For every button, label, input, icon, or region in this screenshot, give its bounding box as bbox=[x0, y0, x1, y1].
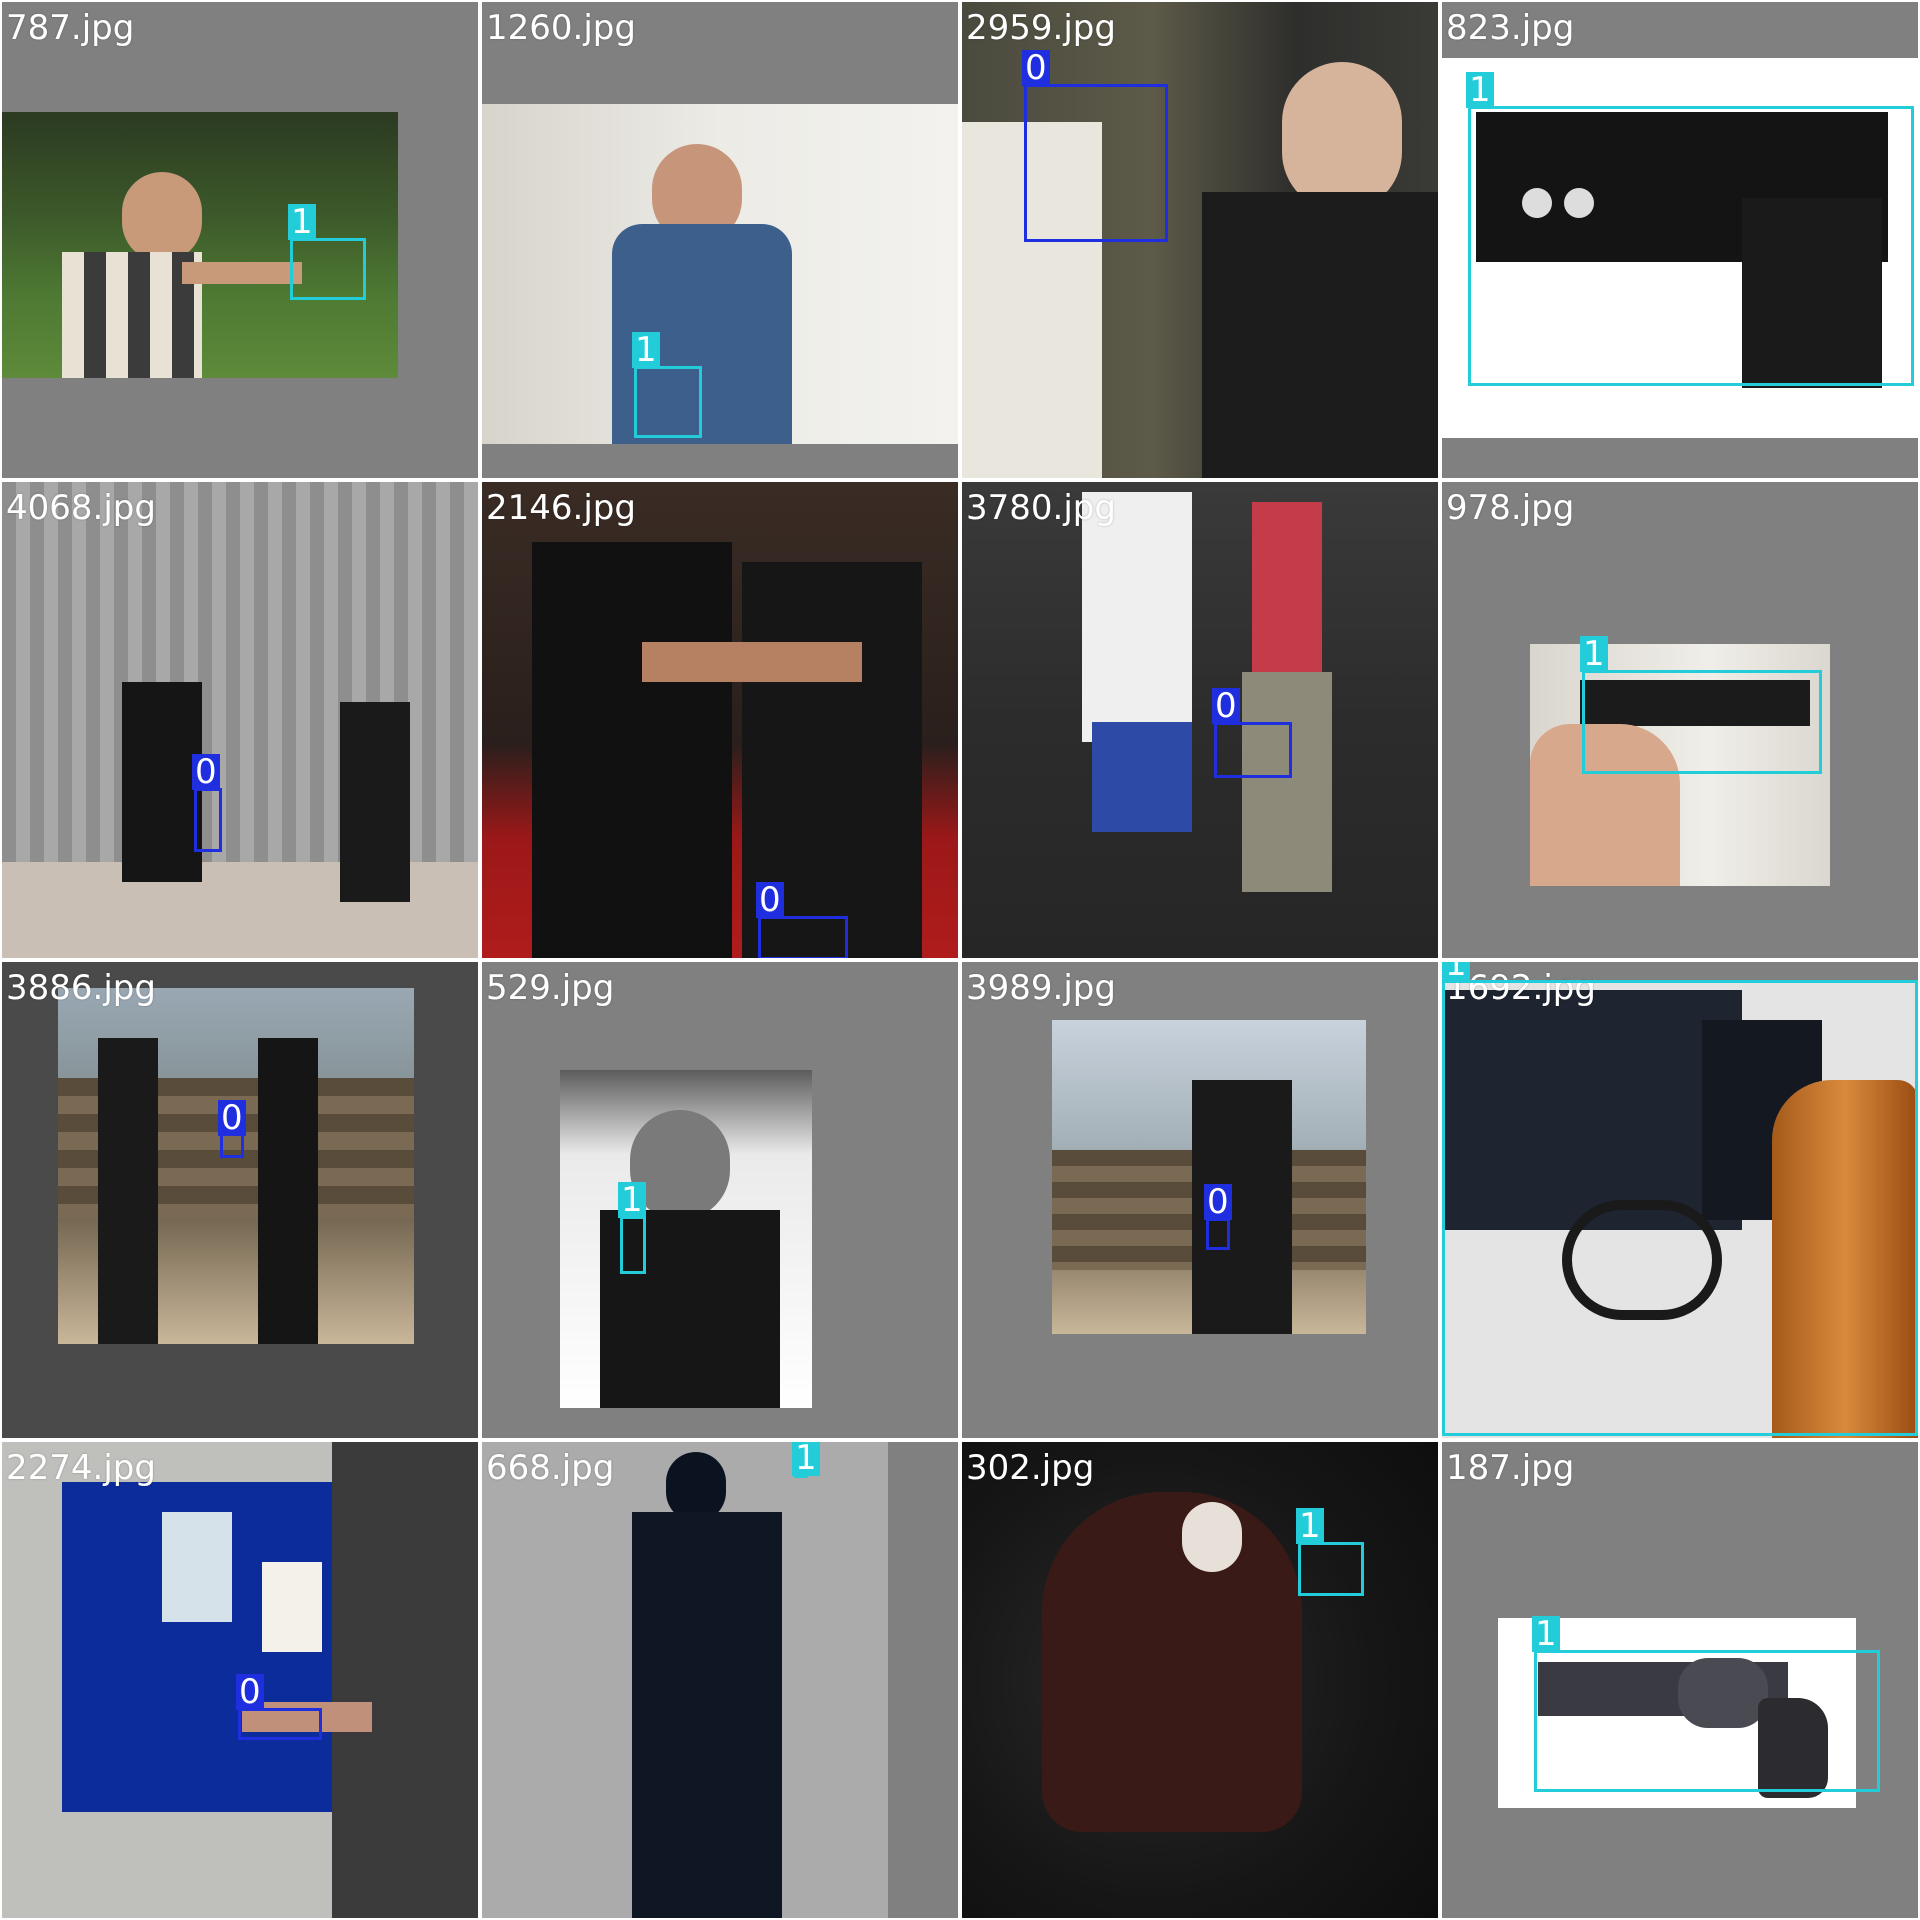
detection-box-class-1 bbox=[1582, 670, 1822, 774]
detection-label: 0 bbox=[1204, 1184, 1232, 1220]
tile-2274: 2274.jpg 0 bbox=[2, 1442, 478, 1918]
photo-man-aiming-pistol bbox=[2, 112, 398, 378]
detection-box-class-0 bbox=[1024, 84, 1168, 242]
filename-label: 978.jpg bbox=[1446, 488, 1575, 528]
tile-668: 668.jpg 1 bbox=[482, 1442, 958, 1918]
detection-label: 1 bbox=[1442, 962, 1470, 982]
detection-label: 1 bbox=[1580, 636, 1608, 672]
detection-box-class-0 bbox=[1214, 722, 1292, 778]
detection-label: 1 bbox=[632, 332, 660, 368]
filename-label: 3780.jpg bbox=[966, 488, 1116, 528]
photo-self-defense-training bbox=[482, 482, 958, 958]
detection-box-class-1 bbox=[1534, 1650, 1880, 1792]
tile-4068: 4068.jpg 0 bbox=[2, 482, 478, 958]
filename-label: 529.jpg bbox=[486, 968, 615, 1008]
detection-box-class-1 bbox=[620, 1216, 646, 1274]
tile-3989: 3989.jpg 0 bbox=[962, 962, 1438, 1438]
filename-label: 4068.jpg bbox=[6, 488, 156, 528]
detection-label: 1 bbox=[618, 1182, 646, 1218]
photo-hand-holding-pistol bbox=[1530, 644, 1830, 886]
photo-lego-pistol bbox=[1442, 58, 1918, 438]
filename-label: 787.jpg bbox=[6, 8, 135, 48]
detection-label: 0 bbox=[218, 1100, 246, 1136]
photo-bulletin-board-knife bbox=[2, 1442, 478, 1918]
tile-1260: 1260.jpg 1 bbox=[482, 2, 958, 478]
filename-label: 3886.jpg bbox=[6, 968, 156, 1008]
filename-label: 2959.jpg bbox=[966, 8, 1116, 48]
tile-1692: 1692.jpg 1 bbox=[1442, 962, 1918, 1438]
photo-nun-with-pistol bbox=[962, 1442, 1438, 1918]
detection-box-class-0 bbox=[758, 916, 848, 958]
detection-label: 1 bbox=[1466, 72, 1494, 108]
photo-knife-defense-fence bbox=[1052, 1020, 1366, 1334]
photo-woman-holding-pistol bbox=[482, 104, 958, 444]
filename-label: 1260.jpg bbox=[486, 8, 636, 48]
photo-police-officer-pistol bbox=[560, 1070, 812, 1408]
detection-label: 0 bbox=[756, 882, 784, 918]
detection-box-class-0 bbox=[1206, 1218, 1230, 1250]
tile-3886: 3886.jpg 0 bbox=[2, 962, 478, 1438]
photo-police-silhouette bbox=[482, 1442, 888, 1918]
detection-box-class-0 bbox=[194, 788, 222, 852]
detection-box-class-0 bbox=[238, 1708, 322, 1740]
filename-label: 1692.jpg bbox=[1446, 968, 1596, 1008]
detection-box-class-1 bbox=[1298, 1542, 1364, 1596]
detection-label: 1 bbox=[792, 1442, 820, 1476]
tile-823: 823.jpg 1 bbox=[1442, 2, 1918, 478]
tile-2146: 2146.jpg 0 bbox=[482, 482, 958, 958]
filename-label: 187.jpg bbox=[1446, 1448, 1575, 1488]
filename-label: 2274.jpg bbox=[6, 1448, 156, 1488]
detection-label: 0 bbox=[1212, 688, 1240, 724]
detection-label: 0 bbox=[236, 1674, 264, 1710]
detection-box-class-1 bbox=[1442, 980, 1918, 1436]
detection-label: 0 bbox=[192, 754, 220, 790]
filename-label: 302.jpg bbox=[966, 1448, 1095, 1488]
tile-978: 978.jpg 1 bbox=[1442, 482, 1918, 958]
detection-label: 0 bbox=[1022, 50, 1050, 86]
detection-box-class-1 bbox=[290, 238, 366, 300]
filename-label: 2146.jpg bbox=[486, 488, 636, 528]
tile-787: 787.jpg 1 bbox=[2, 2, 478, 478]
tile-3780: 3780.jpg 0 bbox=[962, 482, 1438, 958]
tile-187: 187.jpg 1 bbox=[1442, 1442, 1918, 1918]
detection-box-class-1 bbox=[1468, 106, 1914, 386]
tile-302: 302.jpg 1 bbox=[962, 1442, 1438, 1918]
detection-label: 1 bbox=[1296, 1508, 1324, 1544]
tile-2959: 2959.jpg 0 bbox=[962, 2, 1438, 478]
photo-knife-disarm bbox=[962, 482, 1438, 958]
detection-label: 1 bbox=[288, 204, 316, 240]
tile-529: 529.jpg 1 bbox=[482, 962, 958, 1438]
filename-label: 3989.jpg bbox=[966, 968, 1116, 1008]
photo-two-men-fence bbox=[58, 988, 414, 1344]
filename-label: 823.jpg bbox=[1446, 8, 1575, 48]
filename-label: 668.jpg bbox=[486, 1448, 615, 1488]
photo-two-men-curtain bbox=[2, 482, 478, 958]
detection-box-class-1 bbox=[634, 366, 702, 438]
detection-label: 1 bbox=[1532, 1616, 1560, 1652]
photo-revolver-closeup bbox=[1442, 980, 1918, 1438]
